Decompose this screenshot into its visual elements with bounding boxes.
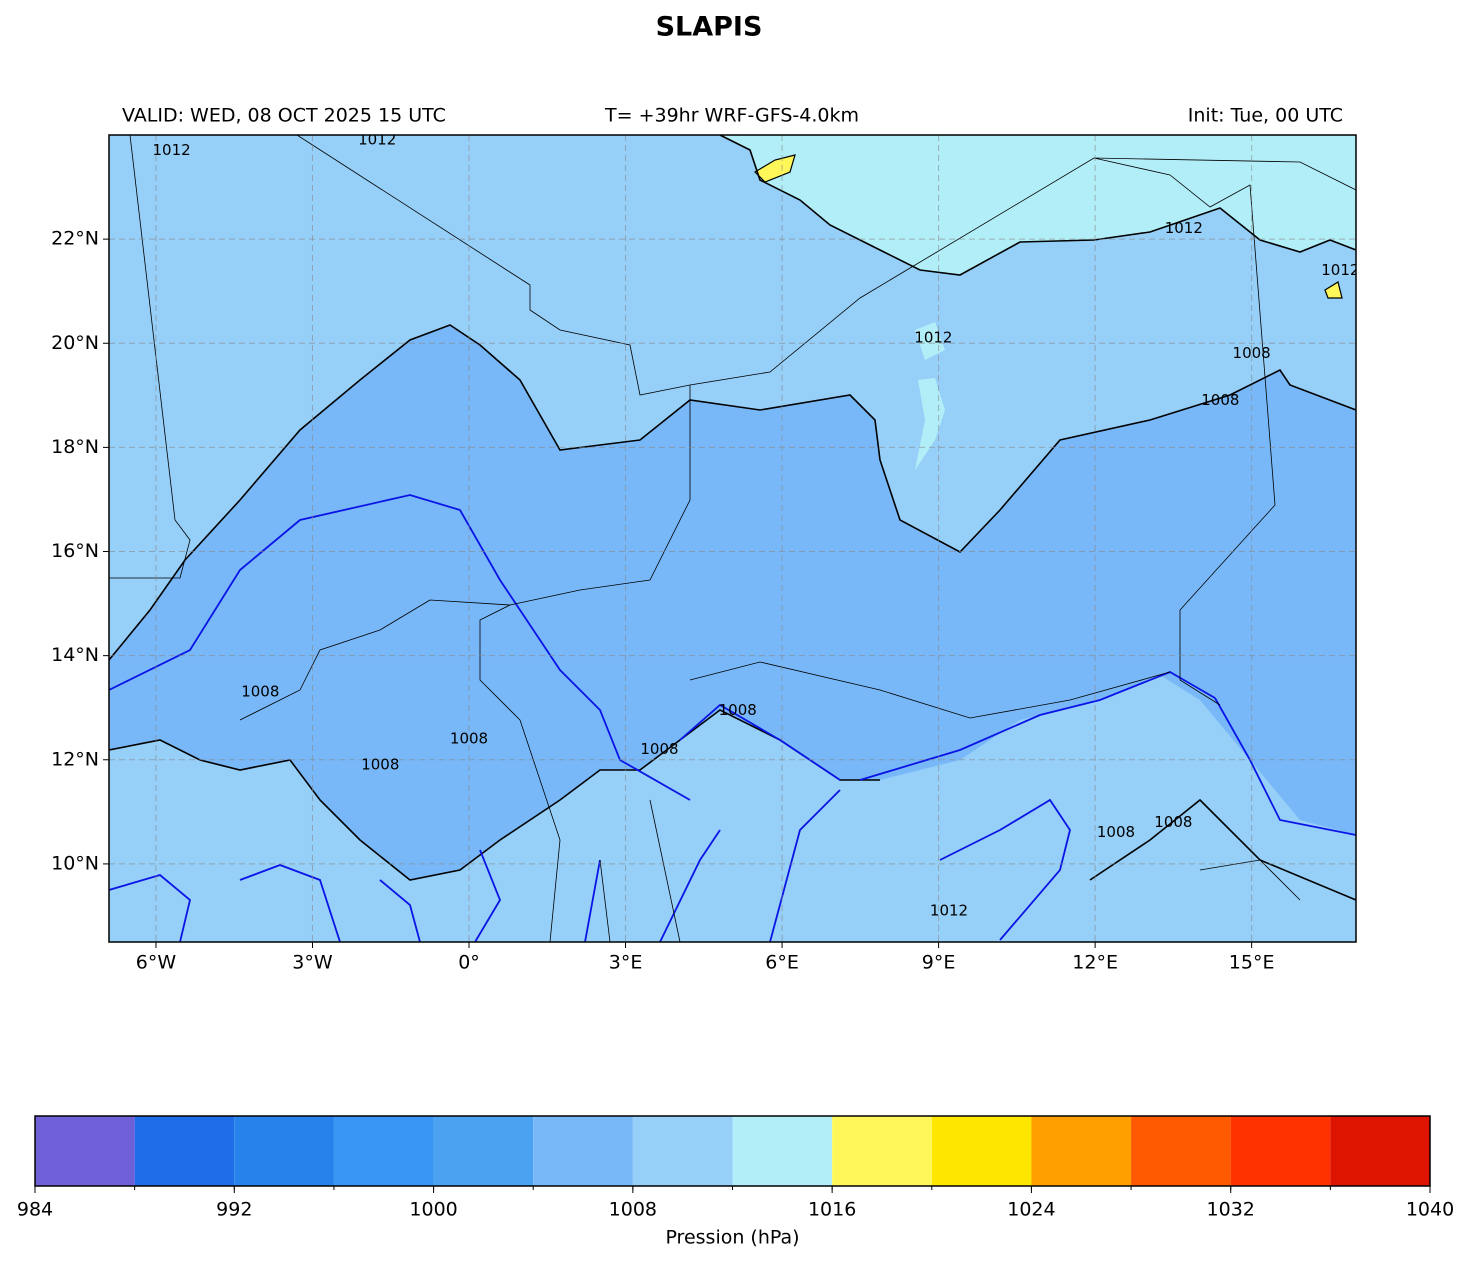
colorbar-tick-label: 1032 xyxy=(1207,1199,1255,1221)
contour-label: 1008 xyxy=(241,683,279,701)
isobar-1004 xyxy=(109,789,1071,942)
colorbar-swatch xyxy=(533,1116,633,1186)
colorbar-frame xyxy=(34,1115,1431,1187)
contour-label: 1012 xyxy=(1321,261,1359,279)
colorbar-swatch xyxy=(134,1116,235,1186)
field-1012-1016 xyxy=(720,135,1356,470)
colorbar-swatch xyxy=(832,1116,932,1186)
contour-label: 1012 xyxy=(1165,219,1203,237)
colorbar-tick-label: 1000 xyxy=(409,1199,457,1221)
map: 1012 1012 1012 1012 1012 1012 1008 1008 1008 1008… xyxy=(109,131,1359,942)
colorbar-swatch xyxy=(632,1116,733,1186)
colorbar-swatch xyxy=(931,1116,1032,1186)
contour-label: 1012 xyxy=(358,131,396,149)
colorbar-swatch xyxy=(433,1116,534,1186)
colorbar-label: Pression (hPa) xyxy=(665,1227,799,1249)
lon-tick-label: 12°E xyxy=(1072,952,1118,974)
lon-tick-label: 15°E xyxy=(1229,952,1275,974)
isobar-1004 xyxy=(109,494,1356,836)
lon-tick-label: 6°E xyxy=(765,952,799,974)
title: SLAPIS xyxy=(656,12,763,43)
lat-tick-label: 18°N xyxy=(51,436,99,458)
colorbar-swatch xyxy=(1031,1116,1132,1186)
valid-time: VALID: WED, 08 OCT 2025 15 UTC xyxy=(122,105,446,127)
lat-tick-label: 10°N xyxy=(51,852,99,874)
colorbar-tick-label: 1008 xyxy=(609,1199,657,1221)
contour-label: 1008 xyxy=(640,740,678,758)
lon-tick-label: 3°E xyxy=(609,952,643,974)
lat-tick-label: 22°N xyxy=(51,228,99,250)
contour-label: 1008 xyxy=(1154,813,1192,831)
lat-tick-label: 20°N xyxy=(51,332,99,354)
contour-label: 1012 xyxy=(930,901,968,919)
contour-label: 1008 xyxy=(1233,344,1271,362)
field-1016-1020 xyxy=(754,154,1343,299)
contour-label: 1008 xyxy=(1201,391,1239,409)
contour-label: 1012 xyxy=(153,141,191,159)
map-frame xyxy=(108,134,1357,943)
colorbar-swatch xyxy=(333,1116,434,1186)
lat-tick-label: 12°N xyxy=(51,748,99,770)
colorbar-swatch xyxy=(732,1116,833,1186)
field-1004-1008 xyxy=(109,325,1356,880)
init-time: Init: Tue, 00 UTC xyxy=(1188,105,1343,127)
lat-tick-label: 14°N xyxy=(51,644,99,666)
contour-label: 1008 xyxy=(361,755,399,773)
contour-label: 1008 xyxy=(450,729,488,747)
colorbar-swatch xyxy=(1230,1116,1331,1186)
run-info: T= +39hr WRF-GFS-4.0km xyxy=(604,105,859,127)
lat-tick-label: 16°N xyxy=(51,540,99,562)
colorbar-tick-label: 984 xyxy=(17,1199,53,1221)
contour-label: 1008 xyxy=(719,701,757,719)
borders xyxy=(109,135,1356,942)
lon-tick-label: 6°W xyxy=(136,952,177,974)
colorbar-swatch xyxy=(35,1116,135,1186)
colorbar-tick-label: 1040 xyxy=(1406,1199,1454,1221)
contour-label: 1012 xyxy=(914,329,952,347)
colorbar-tick-label: 1024 xyxy=(1007,1199,1055,1221)
contour-label: 1008 xyxy=(1097,823,1135,841)
colorbar-tick-label: 1016 xyxy=(808,1199,856,1221)
lon-tick-label: 0° xyxy=(458,952,480,974)
lon-tick-label: 3°W xyxy=(292,952,333,974)
isobar-1008 xyxy=(109,709,1356,901)
isobar-1008 xyxy=(109,324,1356,661)
colorbar-swatch xyxy=(234,1116,334,1186)
colorbar-swatch xyxy=(1330,1116,1430,1186)
isobar-1012 xyxy=(719,135,1356,276)
colorbar-tick-label: 992 xyxy=(216,1199,252,1221)
lon-tick-label: 9°E xyxy=(922,952,956,974)
colorbar-swatch xyxy=(1131,1116,1231,1186)
